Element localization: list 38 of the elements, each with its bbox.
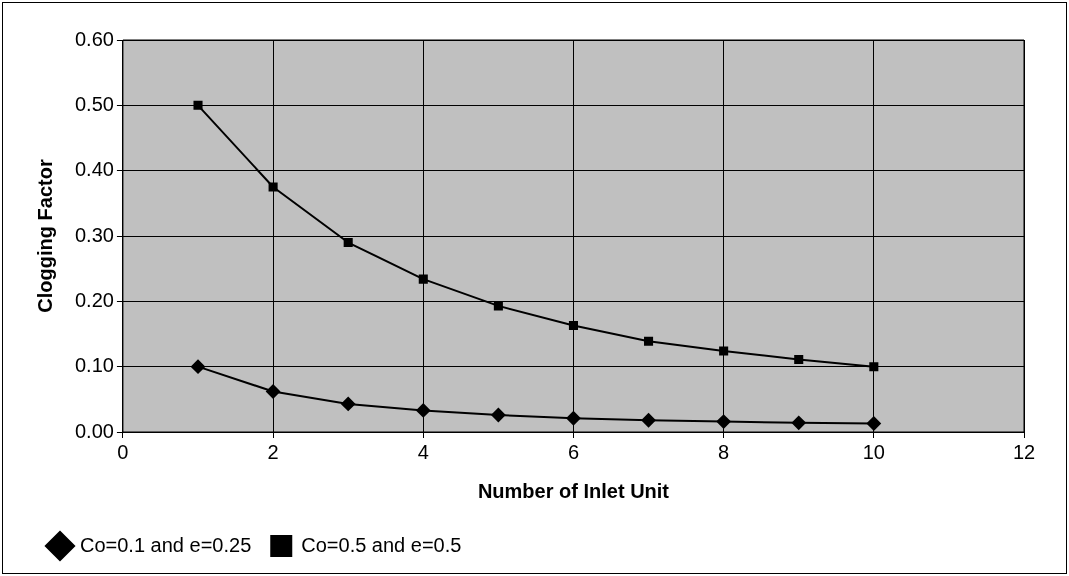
point — [641, 413, 656, 428]
point — [418, 274, 428, 284]
x-tick-label: 0 — [117, 440, 129, 463]
point — [719, 346, 729, 356]
point — [341, 396, 356, 411]
legend-label: Co=0.5 and e=0.5 — [301, 533, 462, 556]
x-axis-title: Number of Inlet Unit — [477, 479, 670, 502]
point — [644, 336, 654, 346]
y-tick-label: 0.00 — [74, 419, 114, 442]
point — [493, 301, 503, 311]
x-tick-label: 2 — [267, 440, 279, 463]
point — [566, 411, 581, 426]
point — [866, 416, 881, 431]
point — [268, 182, 278, 192]
point — [791, 415, 806, 430]
legend-label: Co=0.1 and e=0.25 — [80, 533, 252, 556]
y-tick-label: 0.50 — [74, 92, 114, 115]
point — [716, 414, 731, 429]
x-tick-label: 8 — [718, 440, 730, 463]
x-tick-label: 6 — [567, 440, 580, 463]
point — [794, 354, 804, 365]
point — [416, 403, 431, 418]
point — [193, 100, 203, 110]
y-tick-label: 0.40 — [74, 158, 114, 181]
point — [343, 238, 353, 248]
x-tick-label: 10 — [862, 440, 885, 463]
x-tick-label: 12 — [1012, 440, 1036, 463]
x-tick-label: 4 — [417, 440, 429, 463]
y-tick-label: 0.30 — [74, 223, 114, 246]
point — [869, 362, 879, 372]
y-tick-label: 0.10 — [74, 354, 114, 377]
point — [568, 320, 578, 331]
point — [191, 359, 206, 374]
point — [491, 408, 506, 423]
y-tick-label: 0.60 — [74, 27, 114, 50]
y-tick-label: 0.20 — [74, 288, 114, 311]
y-axis-title: Clogging Factor — [33, 159, 56, 313]
point — [266, 384, 281, 399]
